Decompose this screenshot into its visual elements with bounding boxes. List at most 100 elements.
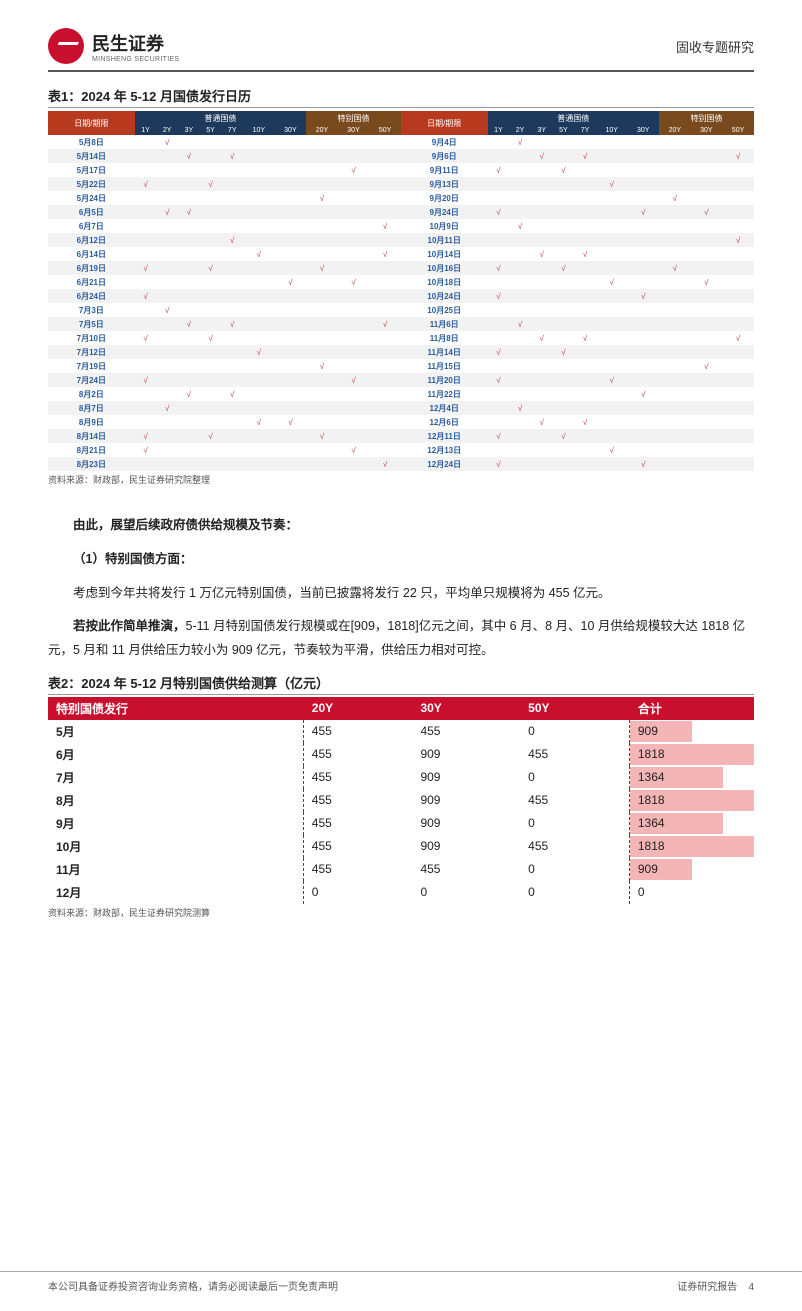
logo: 民生证券 MINSHENG SECURITIES — [48, 28, 179, 64]
t1-cell — [509, 289, 531, 303]
t1-cell — [135, 359, 157, 373]
t1-cell — [627, 233, 659, 247]
t1-cell: √ — [509, 401, 531, 415]
t1-row: 6月5日√√9月24日√√√ — [48, 205, 754, 219]
t1-cell — [243, 317, 275, 331]
t1-cell — [488, 401, 510, 415]
t1-cell — [221, 331, 243, 345]
t1-cell — [275, 219, 307, 233]
t2-month: 9月 — [48, 812, 303, 835]
t1-cell — [553, 401, 575, 415]
t1-cell — [243, 261, 275, 275]
t1-cell — [200, 135, 222, 149]
t2-value: 0 — [303, 881, 412, 904]
t1-cell — [338, 233, 370, 247]
t1-cell — [369, 135, 401, 149]
t1-cell — [691, 415, 723, 429]
t1-cell — [509, 191, 531, 205]
t1-cell — [369, 331, 401, 345]
t1-cell: √ — [369, 317, 401, 331]
t1-cell — [243, 429, 275, 443]
t2-row: 5月4554550909 — [48, 720, 754, 743]
t2-row: 11月4554550909 — [48, 858, 754, 881]
t1-cell: √ — [553, 261, 575, 275]
t1-cell — [200, 191, 222, 205]
t1-date: 7月3日 — [48, 303, 135, 317]
t1-cell — [596, 303, 628, 317]
t1-cell: √ — [221, 149, 243, 163]
t1-cell — [275, 303, 307, 317]
t1-row: 5月22日√√9月13日√ — [48, 177, 754, 191]
t1-header-date: 日期/期限 — [48, 111, 135, 135]
t1-cell — [275, 429, 307, 443]
t1-cell — [156, 317, 178, 331]
t1-cell — [156, 233, 178, 247]
t2-total: 909 — [629, 858, 754, 881]
t1-date: 6月5日 — [48, 205, 135, 219]
t1-cell — [659, 205, 691, 219]
t1-cell — [574, 359, 596, 373]
body-text: 由此，展望后续政府债供给规模及节奏： （1）特别国债方面： 考虑到今年共将发行 … — [48, 514, 754, 663]
t1-cell — [275, 233, 307, 247]
t1-cell — [221, 219, 243, 233]
t1-cell: √ — [338, 443, 370, 457]
t1-cell — [659, 303, 691, 317]
t1-cell — [275, 457, 307, 471]
t1-cell — [221, 135, 243, 149]
t2-value: 455 — [520, 835, 629, 858]
t1-cell — [659, 415, 691, 429]
t1-cell — [243, 205, 275, 219]
t1-cell — [156, 177, 178, 191]
t1-cell — [574, 401, 596, 415]
t1-cell — [156, 331, 178, 345]
t1-cell — [722, 373, 754, 387]
t1-cell: √ — [338, 373, 370, 387]
t1-row: 8月7日√12月4日√ — [48, 401, 754, 415]
t1-cell — [509, 373, 531, 387]
t1-cell — [156, 163, 178, 177]
t1-cell — [574, 205, 596, 219]
t1-cell — [553, 275, 575, 289]
t1-date: 7月10日 — [48, 331, 135, 345]
t1-cell — [369, 149, 401, 163]
t1-cell — [135, 415, 157, 429]
t1-cell — [306, 233, 338, 247]
t1-cell — [553, 457, 575, 471]
t1-cell — [156, 429, 178, 443]
t1-date: 8月14日 — [48, 429, 135, 443]
t2-value: 0 — [520, 881, 629, 904]
t1-cell — [531, 261, 553, 275]
t1-cell: √ — [243, 415, 275, 429]
t2-value: 455 — [303, 858, 412, 881]
t1-cell — [691, 457, 723, 471]
t1-cell — [659, 135, 691, 149]
t2-month: 10月 — [48, 835, 303, 858]
t2-total: 1818 — [629, 789, 754, 812]
t1-cell — [659, 275, 691, 289]
t1-tenor: 30Y — [275, 125, 307, 135]
t1-date: 6月12日 — [48, 233, 135, 247]
t1-cell — [306, 303, 338, 317]
t1-cell — [178, 359, 200, 373]
t1-cell — [596, 331, 628, 345]
t1-tenor: 20Y — [306, 125, 338, 135]
t1-cell — [369, 191, 401, 205]
t1-cell — [553, 135, 575, 149]
t1-cell — [553, 219, 575, 233]
t1-cell — [306, 163, 338, 177]
t1-date: 9月4日 — [401, 135, 488, 149]
t1-tenor: 7Y — [221, 125, 243, 135]
t1-date: 10月11日 — [401, 233, 488, 247]
t1-cell — [306, 135, 338, 149]
t1-cell — [691, 247, 723, 261]
t1-date: 11月20日 — [401, 373, 488, 387]
t1-cell — [178, 261, 200, 275]
t1-tenor: 7Y — [574, 125, 596, 135]
t1-cell: √ — [509, 135, 531, 149]
t1-cell — [722, 219, 754, 233]
t1-cell — [488, 177, 510, 191]
t1-cell — [553, 359, 575, 373]
t1-cell — [722, 317, 754, 331]
t1-cell: √ — [488, 205, 510, 219]
t1-cell — [722, 177, 754, 191]
